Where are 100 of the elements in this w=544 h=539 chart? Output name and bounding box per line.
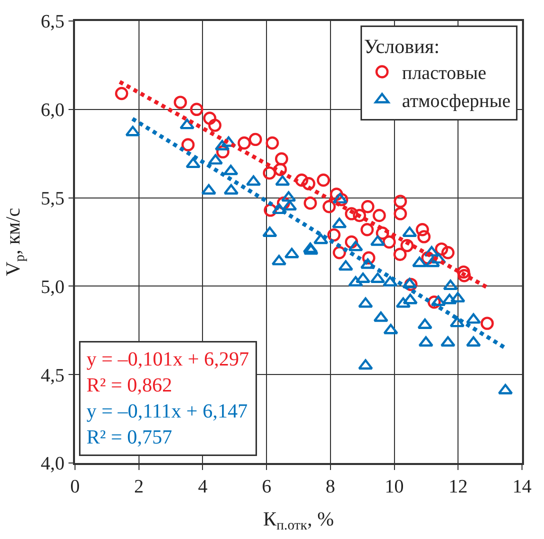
- annotation: R² = 0,757: [86, 426, 172, 448]
- point: [458, 268, 471, 282]
- point: [274, 152, 288, 166]
- y-tick-label: 6,5: [40, 12, 64, 33]
- x-tick-label: 6: [262, 476, 272, 498]
- point: [428, 296, 441, 309]
- point: [224, 184, 239, 195]
- x-tick-label: 0: [70, 476, 80, 498]
- point: [450, 316, 465, 328]
- point: [335, 192, 348, 206]
- point: [425, 256, 440, 268]
- point: [284, 248, 300, 258]
- point: [376, 226, 390, 240]
- x-tick-label: 10: [384, 476, 404, 498]
- point: [443, 280, 458, 290]
- point: [480, 316, 494, 330]
- point: [441, 246, 455, 260]
- annotation: y = –0,111x + 6,147: [86, 400, 248, 422]
- point: [373, 311, 388, 322]
- point: [262, 166, 276, 180]
- point: [434, 242, 448, 256]
- point: [208, 118, 222, 132]
- point: [190, 102, 204, 116]
- y-tick-label: 6,0: [40, 100, 64, 122]
- point: [304, 196, 317, 210]
- y-tick-label: 5,0: [40, 276, 64, 298]
- point: [370, 235, 386, 246]
- point: [332, 218, 347, 228]
- point: [181, 138, 195, 152]
- point: [115, 86, 128, 100]
- point: [276, 196, 290, 210]
- point: [360, 223, 374, 236]
- point: [275, 175, 290, 186]
- x-axis-title: К$_{п.отк}$, %: [263, 508, 334, 534]
- point: [400, 238, 414, 252]
- point: [125, 126, 140, 136]
- point: [356, 272, 370, 283]
- point: [456, 265, 470, 279]
- point: [302, 177, 316, 190]
- point: [330, 188, 344, 201]
- point: [313, 234, 328, 244]
- point: [221, 136, 236, 147]
- legend-label: пластовые: [402, 63, 486, 84]
- point: [431, 253, 446, 264]
- point: [332, 192, 348, 204]
- point: [393, 248, 407, 261]
- point: [248, 132, 262, 146]
- annotation: R² = 0,862: [86, 374, 172, 396]
- point: [262, 226, 278, 238]
- point: [246, 175, 261, 186]
- y-tick-label: 5,5: [40, 188, 64, 210]
- point: [382, 276, 398, 287]
- y-tick-label: 4,0: [40, 454, 64, 475]
- point: [382, 235, 396, 249]
- point: [208, 154, 223, 165]
- point: [416, 223, 429, 236]
- point: [216, 145, 230, 158]
- point: [203, 112, 216, 125]
- annotation: y = –0,101x + 6,297: [86, 348, 250, 370]
- point: [498, 384, 513, 394]
- point: [344, 235, 358, 249]
- legend-title: Условия:: [364, 36, 440, 58]
- point: [417, 230, 431, 244]
- point: [295, 174, 308, 187]
- point: [402, 278, 418, 288]
- point: [358, 359, 373, 370]
- y-tick-label: 4,5: [40, 365, 64, 386]
- point: [316, 174, 330, 187]
- point: [440, 336, 456, 347]
- point: [412, 256, 427, 268]
- point: [442, 294, 457, 304]
- x-tick-label: 4: [198, 476, 208, 498]
- point: [264, 204, 277, 217]
- point: [348, 276, 364, 287]
- point: [418, 336, 434, 347]
- point: [223, 164, 238, 176]
- point: [421, 251, 434, 265]
- point: [466, 336, 481, 347]
- legend-label: атмосферные: [402, 90, 511, 112]
- point: [358, 297, 373, 308]
- point: [180, 118, 195, 130]
- point: [274, 162, 287, 176]
- point: [214, 140, 230, 150]
- point: [404, 278, 418, 292]
- point: [186, 158, 201, 168]
- point: [348, 240, 364, 252]
- point: [327, 228, 341, 242]
- point: [362, 251, 376, 265]
- point: [272, 254, 286, 266]
- point: [238, 136, 251, 150]
- point: [344, 207, 358, 220]
- point: [466, 313, 481, 324]
- point: [332, 246, 346, 260]
- point: [383, 324, 398, 334]
- point: [272, 204, 287, 214]
- point: [402, 226, 418, 238]
- point: [201, 184, 216, 195]
- point: [281, 191, 296, 202]
- point: [266, 136, 279, 150]
- point: [322, 200, 336, 214]
